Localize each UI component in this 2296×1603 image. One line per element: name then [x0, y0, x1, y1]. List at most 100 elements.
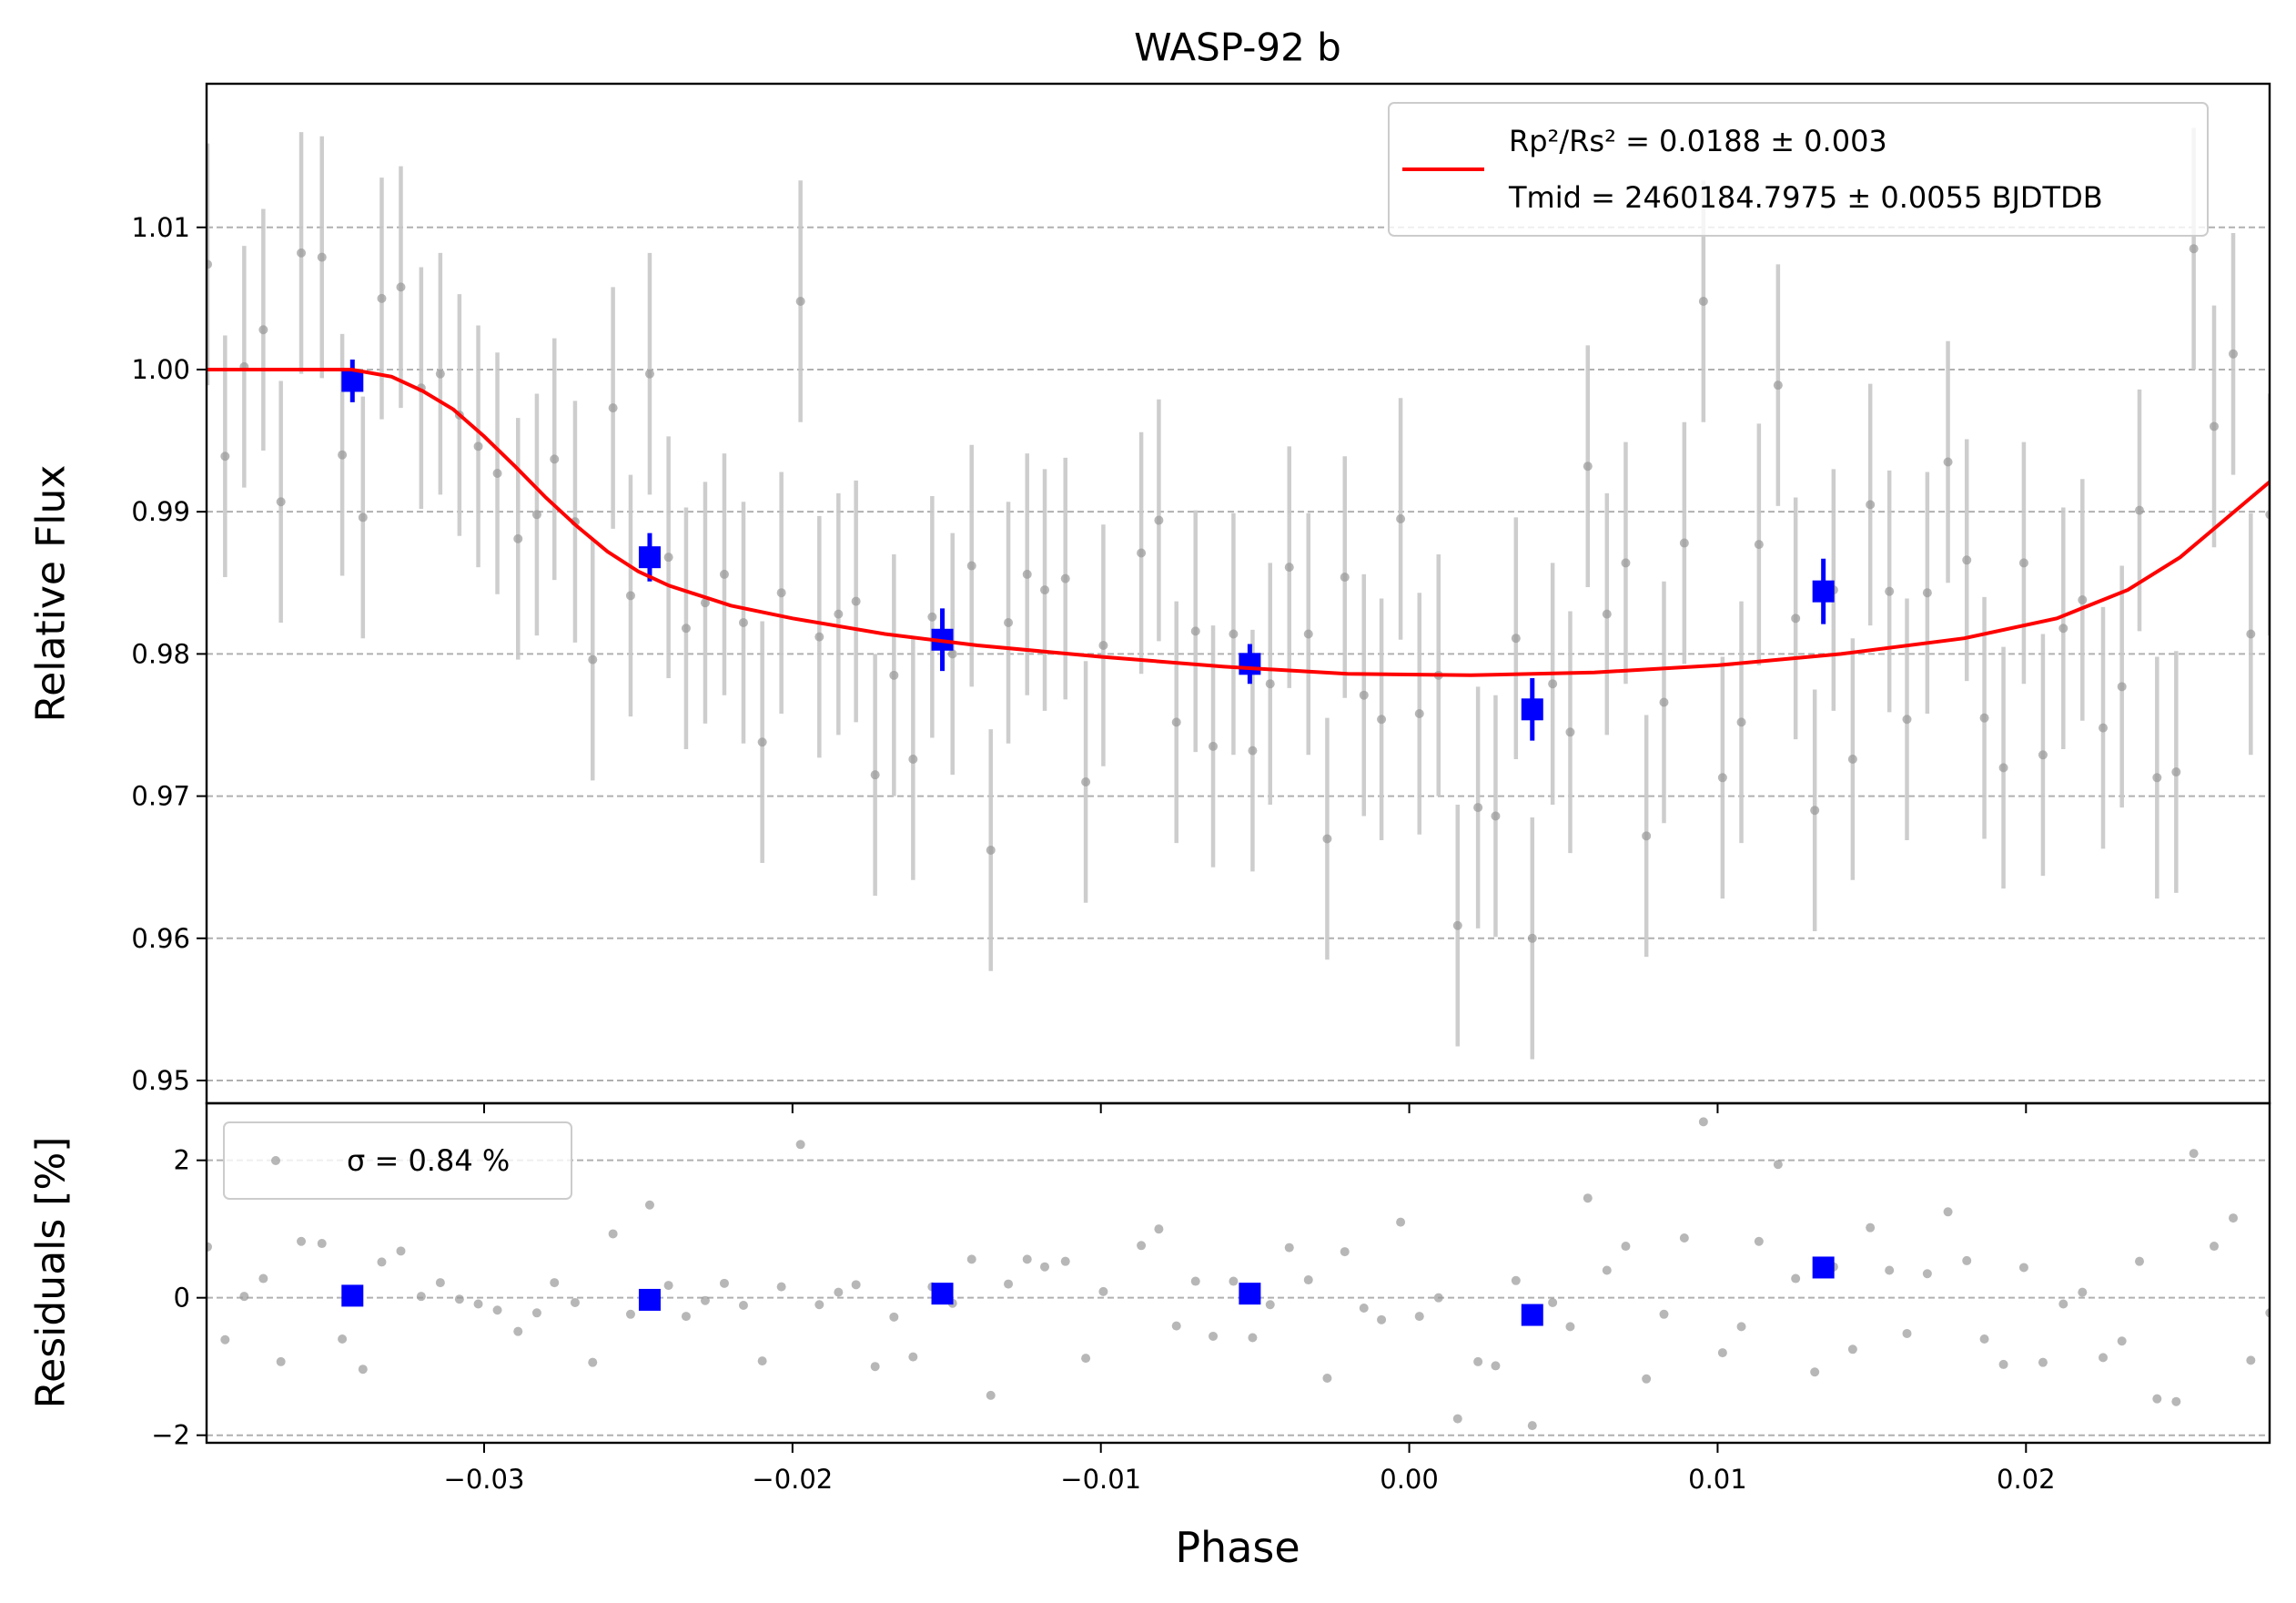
- data-point: [1885, 1265, 1895, 1275]
- data-point: [1922, 588, 1932, 598]
- data-point: [738, 618, 748, 628]
- data-point: [889, 670, 899, 680]
- data-point: [776, 588, 786, 598]
- data-point: [297, 1236, 307, 1246]
- y-tick-label: 2: [174, 1145, 190, 1176]
- data-point: [1303, 629, 1313, 639]
- data-point: [608, 1229, 618, 1239]
- data-point: [795, 296, 805, 306]
- binned-point: [638, 546, 661, 569]
- data-point: [1171, 717, 1181, 727]
- data-point: [700, 1295, 710, 1305]
- data-point: [757, 1356, 767, 1366]
- data-point: [2117, 1336, 2127, 1346]
- data-point: [1602, 609, 1612, 619]
- data-point: [435, 1278, 445, 1288]
- data-point: [966, 1254, 976, 1264]
- data-point: [220, 1334, 230, 1344]
- data-point: [986, 1390, 996, 1400]
- data-point: [681, 624, 691, 634]
- data-point: [396, 282, 406, 292]
- data-point: [2171, 767, 2181, 777]
- data-point: [1340, 1247, 1350, 1257]
- plot-area: [207, 127, 2270, 1060]
- data-point: [1491, 1361, 1501, 1371]
- legend-box: [223, 1121, 572, 1200]
- plot-area: [207, 1117, 2270, 1431]
- data-point: [851, 596, 861, 606]
- data-point: [2229, 349, 2239, 359]
- data-point: [377, 293, 387, 303]
- data-point: [2229, 1213, 2239, 1223]
- data-point: [2078, 1287, 2088, 1297]
- binned-point: [1521, 698, 1543, 721]
- data-point: [1810, 1367, 1820, 1377]
- data-point: [1979, 713, 1989, 723]
- data-point: [1452, 1414, 1462, 1424]
- data-point: [2078, 595, 2088, 605]
- data-point: [2171, 1396, 2181, 1406]
- data-point: [1511, 1275, 1521, 1285]
- data-point: [2018, 558, 2028, 568]
- data-point: [1265, 679, 1275, 689]
- data-point: [1377, 715, 1387, 725]
- data-point: [1565, 727, 1575, 737]
- y-axis-label: Relative Flux: [28, 465, 75, 723]
- data-point: [1943, 457, 1953, 467]
- data-point: [207, 1242, 213, 1252]
- data-point: [1754, 1236, 1764, 1246]
- data-point: [776, 1282, 786, 1292]
- data-point: [1736, 717, 1746, 727]
- data-point: [416, 1292, 426, 1302]
- data-point: [1902, 1328, 1912, 1338]
- data-point: [2152, 773, 2162, 783]
- data-point: [1229, 1276, 1239, 1286]
- data-point: [1922, 1269, 1932, 1279]
- y-tick-label: 0.95: [131, 1065, 190, 1096]
- data-point: [1359, 1304, 1369, 1314]
- data-point: [1679, 538, 1689, 548]
- data-point: [1322, 834, 1332, 844]
- data-point: [2038, 750, 2048, 760]
- data-point: [870, 1362, 880, 1372]
- data-point: [513, 533, 523, 543]
- data-point: [1847, 1344, 1857, 1354]
- data-point: [927, 612, 937, 622]
- data-point: [2134, 505, 2144, 515]
- binned-point: [341, 370, 364, 392]
- data-point: [1773, 1160, 1783, 1170]
- data-point: [1866, 1223, 1876, 1233]
- data-point: [1098, 1286, 1108, 1296]
- data-point: [1583, 1193, 1593, 1203]
- data-point: [1962, 1255, 1972, 1265]
- data-point: [1511, 634, 1521, 644]
- binned-point: [1521, 1304, 1543, 1326]
- y-tick-label: 0: [174, 1283, 190, 1314]
- data-point: [1717, 773, 1727, 783]
- data-point: [2246, 629, 2256, 639]
- data-point: [435, 369, 445, 379]
- data-point: [276, 497, 286, 507]
- y-tick-label: 0.98: [131, 638, 190, 669]
- data-point: [2117, 682, 2127, 692]
- data-point: [889, 1312, 899, 1322]
- data-point: [1548, 679, 1558, 689]
- data-point: [719, 1278, 729, 1288]
- data-point: [1998, 1359, 2008, 1369]
- data-point: [1040, 1262, 1050, 1272]
- data-point: [1004, 1279, 1014, 1289]
- data-point: [207, 259, 213, 269]
- data-point: [1040, 585, 1050, 595]
- data-point: [1265, 1300, 1275, 1310]
- data-point: [1171, 1321, 1181, 1331]
- data-point: [2152, 1394, 2162, 1404]
- data-point: [2189, 244, 2199, 254]
- data-point: [1754, 540, 1764, 550]
- data-point: [1659, 697, 1669, 707]
- data-point: [1022, 1254, 1032, 1264]
- data-point: [2246, 1355, 2256, 1365]
- data-point: [1866, 500, 1876, 510]
- data-point: [1209, 741, 1219, 751]
- data-point: [531, 510, 541, 520]
- data-point: [317, 1239, 327, 1249]
